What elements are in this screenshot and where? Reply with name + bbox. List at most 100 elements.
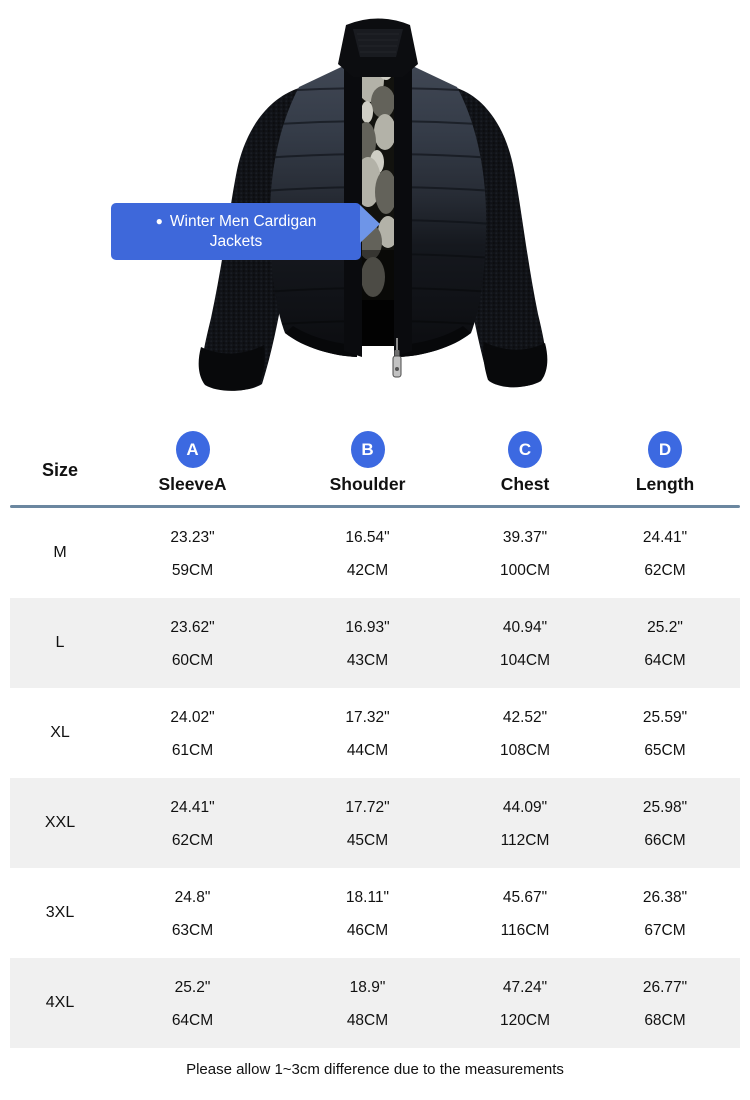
banner-arrow-icon (360, 205, 380, 243)
inch-value: 18.9" (349, 979, 386, 996)
shoulder-cell: 16.54" 42CM (275, 508, 460, 598)
inch-value: 25.2" (647, 619, 683, 636)
bullet-icon: ● (155, 214, 163, 228)
banner-line-1: ● Winter Men Cardigan (111, 212, 361, 232)
column-label: Chest (500, 474, 550, 494)
camo-lining (358, 56, 398, 346)
table-row: XL 24.02" 61CM 17.32" 44CM 42.52" 108CM … (10, 688, 740, 778)
jacket-illustration (198, 18, 548, 391)
table-row: 4XL 25.2" 64CM 18.9" 48CM 47.24" 120CM 2… (10, 958, 740, 1048)
chest-cell: 44.09" 112CM (460, 778, 590, 868)
measure-letter: C (518, 439, 532, 459)
inch-value: 24.41" (170, 799, 215, 816)
sleeve-cell: 24.02" 61CM (110, 688, 275, 778)
cm-value: 112CM (500, 832, 550, 849)
sleeve-cell: 25.2" 64CM (110, 958, 275, 1048)
measure-badge: A (175, 431, 210, 468)
cm-value: 60CM (171, 652, 214, 669)
right-placket (394, 60, 412, 357)
column-header: A SleeveA (110, 431, 275, 495)
inch-value: 45.67" (502, 889, 548, 906)
inch-value: 40.94" (502, 619, 548, 636)
length-cell: 25.59" 65CM (590, 688, 740, 778)
right-front-panel (399, 60, 487, 357)
product-banner: ● Winter Men Cardigan Jackets (111, 203, 380, 260)
shoulder-cell: 17.32" 44CM (275, 688, 460, 778)
size-table: Size A SleeveA B Shoulder C Chest D Leng… (10, 410, 740, 1078)
shoulder-cell: 16.93" 43CM (275, 598, 460, 688)
cm-value: 63CM (171, 922, 214, 939)
table-row: 3XL 24.8" 63CM 18.11" 46CM 45.67" 116CM … (10, 868, 740, 958)
inch-value: 26.38" (642, 889, 688, 906)
cm-value: 44CM (346, 742, 389, 759)
inch-value: 18.11" (345, 889, 390, 906)
right-hem (399, 326, 471, 357)
cm-value: 68CM (644, 1012, 686, 1029)
left-cuff (198, 345, 265, 391)
inch-value: 39.37" (502, 529, 548, 546)
size-cell: 4XL (45, 994, 75, 1011)
measure-badge: D (648, 431, 682, 468)
cm-value: 65CM (644, 742, 686, 759)
inch-value: 17.72" (345, 799, 390, 816)
cm-value: 120CM (500, 1012, 550, 1029)
measure-badge: C (508, 431, 542, 468)
cm-value: 43CM (346, 652, 389, 669)
shoulder-cell: 18.9" 48CM (275, 958, 460, 1048)
cm-value: 42CM (346, 562, 389, 579)
chest-cell: 42.52" 108CM (460, 688, 590, 778)
inch-value: 44.09" (502, 799, 548, 816)
inch-value: 25.59" (642, 709, 688, 726)
cm-value: 66CM (644, 832, 686, 849)
inch-value: 25.2" (174, 979, 211, 996)
chest-cell: 47.24" 120CM (460, 958, 590, 1048)
size-cell: XL (50, 724, 70, 741)
inch-value: 23.23" (170, 529, 215, 546)
cm-value: 59CM (171, 562, 214, 579)
inch-value: 42.52" (502, 709, 548, 726)
column-header: D Length (590, 431, 740, 495)
table-row: M 23.23" 59CM 16.54" 42CM 39.37" 100CM 2… (10, 508, 740, 598)
cm-value: 64CM (644, 652, 686, 669)
length-cell: 26.38" 67CM (590, 868, 740, 958)
column-header: C Chest (460, 431, 590, 495)
cm-value: 108CM (500, 742, 550, 759)
chest-cell: 39.37" 100CM (460, 508, 590, 598)
banner-title: Winter Men Cardigan (169, 213, 317, 230)
cm-value: 48CM (346, 1012, 389, 1029)
measure-letter: A (186, 439, 199, 459)
inch-value: 16.93" (345, 619, 390, 636)
column-header: B Shoulder (275, 431, 460, 495)
inch-value: 26.77" (642, 979, 688, 996)
banner-line-2: Jackets (209, 233, 263, 250)
length-cell: 26.77" 68CM (590, 958, 740, 1048)
size-cell: L (55, 634, 65, 651)
inch-value: 24.8" (174, 889, 211, 906)
table-divider (10, 505, 740, 508)
size-header-label: Size (41, 460, 79, 480)
cm-value: 116CM (500, 922, 550, 939)
cm-value: 61CM (171, 742, 214, 759)
sleeve-cell: 24.8" 63CM (110, 868, 275, 958)
measure-letter: D (658, 439, 672, 459)
table-body: M 23.23" 59CM 16.54" 42CM 39.37" 100CM 2… (10, 508, 740, 1048)
cm-value: 62CM (171, 832, 214, 849)
table-header: Size A SleeveA B Shoulder C Chest D Leng… (10, 410, 740, 505)
cm-value: 62CM (644, 562, 686, 579)
size-cell: XXL (44, 814, 76, 831)
shoulder-cell: 18.11" 46CM (275, 868, 460, 958)
cm-value: 46CM (346, 922, 389, 939)
inch-value: 24.02" (170, 709, 215, 726)
chest-cell: 40.94" 104CM (460, 598, 590, 688)
cm-value: 64CM (171, 1012, 214, 1029)
cm-value: 100CM (500, 562, 550, 579)
table-row: L 23.62" 60CM 16.93" 43CM 40.94" 104CM 2… (10, 598, 740, 688)
table-row: XXL 24.41" 62CM 17.72" 45CM 44.09" 112CM… (10, 778, 740, 868)
size-cell: 3XL (45, 904, 75, 921)
length-cell: 25.98" 66CM (590, 778, 740, 868)
sleeve-cell: 24.41" 62CM (110, 778, 275, 868)
footer-note: Please allow 1~3cm difference due to the… (186, 1061, 564, 1078)
size-cell: M (53, 544, 67, 561)
measure-badge: B (350, 431, 385, 468)
inch-value: 16.54" (345, 529, 390, 546)
